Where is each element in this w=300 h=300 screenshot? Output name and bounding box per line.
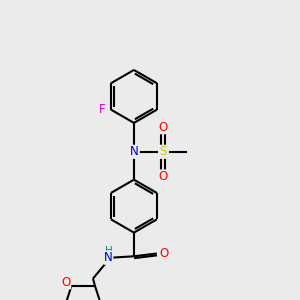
Text: O: O (159, 170, 168, 183)
Text: N: N (130, 145, 138, 158)
Text: N: N (104, 251, 113, 264)
Text: O: O (61, 276, 71, 289)
Text: F: F (99, 103, 106, 116)
Text: O: O (159, 121, 168, 134)
Text: S: S (160, 145, 167, 158)
Text: H: H (104, 246, 112, 256)
Text: O: O (160, 247, 169, 260)
